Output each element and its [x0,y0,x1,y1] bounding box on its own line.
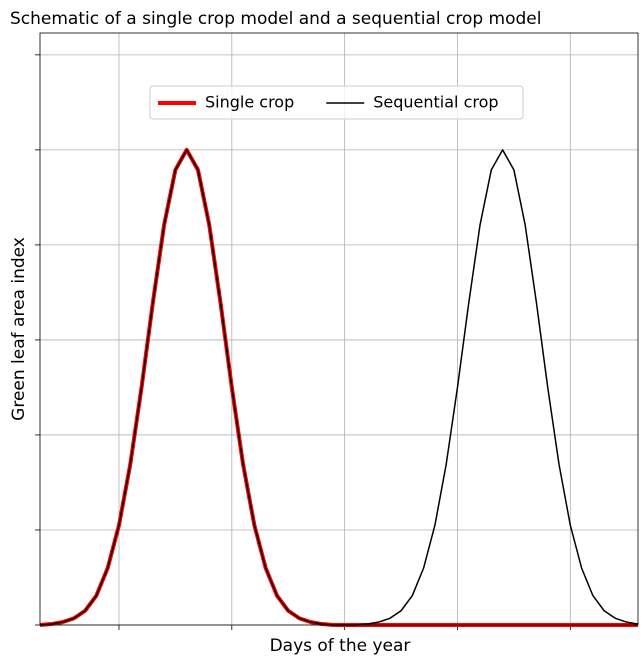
chart-title: Schematic of a single crop model and a s… [10,9,541,29]
series-line [39,149,639,626]
plot-frame [39,32,639,626]
legend-label: Sequential crop [373,93,498,112]
y-axis-label: Green leaf area index [9,237,29,421]
legend-label: Single crop [205,93,294,112]
x-axis-label: Days of the year [270,636,411,656]
legend: Single crop Sequential crop [149,85,524,120]
